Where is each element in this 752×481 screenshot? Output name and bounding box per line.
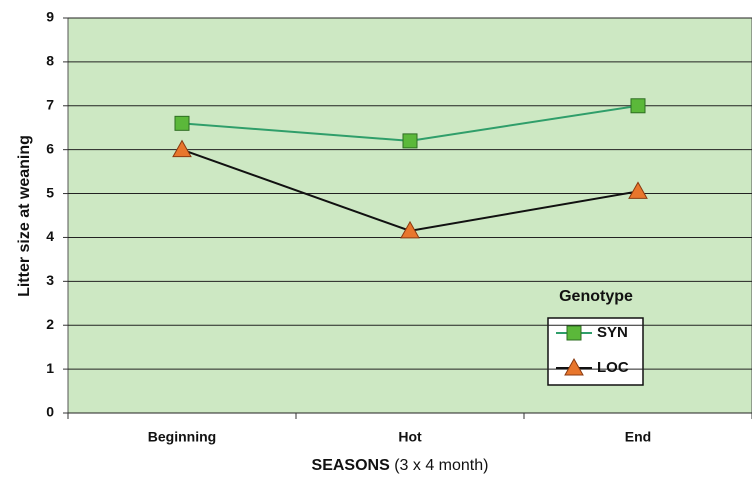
y-tick-label: 4	[46, 228, 54, 244]
legend-title: Genotype	[559, 288, 633, 305]
data-point	[628, 181, 648, 199]
x-axis-label: SEASONS (3 x 4 month)	[312, 457, 489, 474]
y-tick-label: 6	[46, 140, 54, 156]
data-point	[172, 139, 192, 158]
data-point	[630, 98, 646, 114]
y-tick-label: 7	[46, 96, 54, 112]
x-axis-label-main: SEASONS	[312, 457, 391, 474]
data-point	[402, 133, 418, 149]
data-point	[174, 115, 190, 131]
x-tick-label: End	[625, 429, 651, 445]
data-point	[400, 220, 420, 239]
legend-label: SYN	[597, 324, 628, 341]
y-tick-label: 5	[46, 184, 54, 200]
y-tick-label: 0	[46, 404, 54, 420]
y-tick-label: 1	[46, 360, 54, 376]
x-tick-label: Hot	[398, 429, 422, 445]
y-axis-label: Litter size at weaning	[16, 135, 33, 297]
legend-marker	[566, 325, 582, 341]
x-axis-label-note: (3 x 4 month)	[394, 457, 488, 474]
x-tick-label: Beginning	[148, 429, 216, 445]
legend-box	[547, 317, 644, 386]
y-tick-label: 8	[46, 53, 54, 69]
plot-area	[67, 17, 752, 414]
legend-marker	[564, 357, 584, 376]
legend-label: LOC	[597, 359, 629, 376]
y-tick-label: 9	[46, 9, 54, 25]
y-tick-label: 2	[46, 316, 54, 332]
y-tick-label: 3	[46, 272, 54, 288]
